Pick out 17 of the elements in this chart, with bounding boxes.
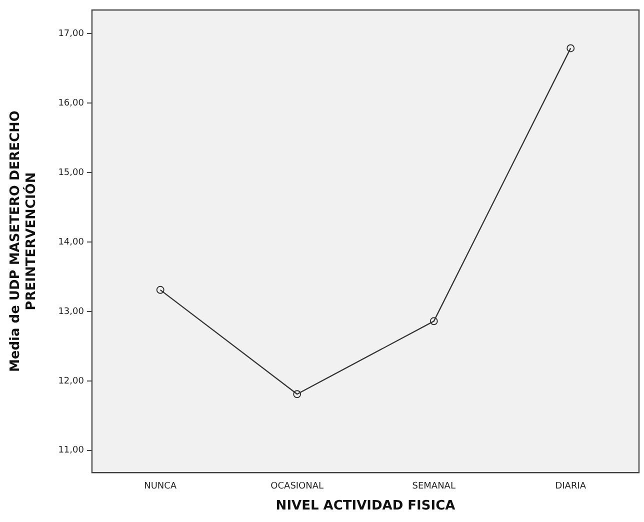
y-tick-label: 13,00	[58, 306, 84, 317]
point	[293, 390, 302, 398]
x-tick-label: NUNCA	[144, 481, 178, 492]
x-tick-label: OCASIONAL	[270, 481, 324, 492]
y-tick-label: 15,00	[58, 168, 84, 178]
x-tick-label: DIARIA	[555, 481, 587, 492]
y-tick-label: 14,00	[58, 237, 84, 248]
y-tick-label: 11,00	[58, 446, 84, 456]
y-axis-title: Media de UDP MASETERO DERECHO PREINTERVENCIÓN	[8, 110, 39, 372]
point	[156, 286, 164, 294]
point	[566, 44, 575, 52]
y-tick-label: 12,00	[58, 376, 84, 386]
x-axis-title: NIVEL ACTIVIDAD FISICA	[276, 498, 456, 514]
y-tick-label: 16,00	[58, 98, 84, 108]
x-tick-label: SEMANAL	[412, 481, 456, 492]
y-tick-label: 17,00	[58, 28, 84, 39]
point	[430, 317, 438, 326]
